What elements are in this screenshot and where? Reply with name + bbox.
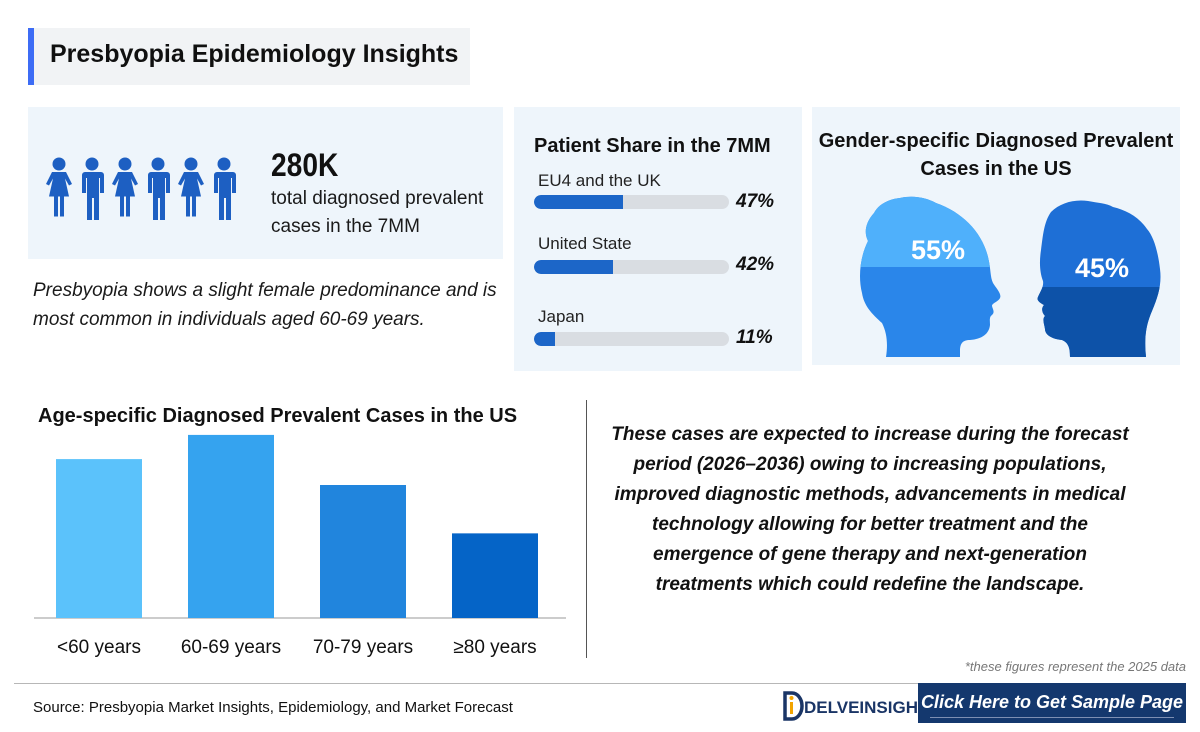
get-sample-page-button[interactable]: Click Here to Get Sample Page	[918, 683, 1186, 723]
share-fill-eu4-uk	[534, 195, 623, 209]
share-label-eu4-uk: EU4 and the UK	[538, 171, 661, 190]
share-percent-japan: 11%	[736, 327, 773, 348]
total-cases-card: 280K total diagnosed prevalent cases in …	[28, 107, 503, 259]
share-label-united-state: United State	[538, 234, 632, 253]
get-sample-page-label: Click Here to Get Sample Page	[920, 692, 1184, 712]
patient-share-title: Patient Share in the 7MM	[534, 135, 771, 157]
people-icon	[46, 157, 236, 220]
gender-title: Gender-specific Diagnosed Prevalent Case…	[818, 130, 1174, 180]
age-tick-label-4: ≥80 years	[453, 637, 536, 658]
prevalence-note: Presbyopia shows a slight female predomi…	[33, 280, 497, 330]
age-bar-3	[320, 485, 406, 618]
delveinsight-logo-mark-icon	[783, 691, 804, 721]
source-text: Source: Presbyopia Market Insights, Epid…	[33, 699, 513, 716]
age-chart-title: Age-specific Diagnosed Prevalent Cases i…	[38, 405, 518, 427]
age-tick-label-1: <60 years	[57, 637, 141, 658]
gender-heads-graphic	[860, 196, 1161, 357]
female-percent: 55%	[911, 235, 966, 265]
share-label-japan: Japan	[538, 307, 585, 326]
age-bar-chart: <60 years 60-69 years 70-79 years ≥80 years	[34, 434, 566, 658]
share-fill-japan	[534, 332, 555, 346]
share-track-united-state	[534, 260, 729, 274]
delveinsight-logo-text: DELVEINSIGHT	[804, 698, 929, 717]
age-tick-label-2: 60-69 years	[181, 637, 281, 658]
total-cases-value: 280K	[271, 147, 339, 183]
share-fill-united-state	[534, 260, 614, 274]
age-bar-2	[188, 434, 274, 618]
age-bar-1	[56, 459, 142, 618]
patient-share-card: Patient Share in the 7MM EU4 and the UK …	[514, 107, 802, 371]
page-title-box: Presbyopia Epidemiology Insights	[28, 28, 470, 85]
age-tick-label-3: 70-79 years	[313, 637, 413, 658]
total-cases-description: total diagnosed prevalent cases in the 7…	[271, 188, 484, 237]
share-track-eu4-uk	[534, 195, 729, 209]
footer-rule	[14, 683, 1186, 684]
share-track-japan	[534, 332, 729, 346]
male-head-share	[1037, 287, 1161, 357]
gender-card: Gender-specific Diagnosed Prevalent Case…	[812, 107, 1180, 365]
share-percent-united-state: 42%	[736, 254, 775, 275]
age-bar-4	[452, 533, 538, 618]
section-divider	[586, 400, 587, 658]
data-footnote: *these figures represent the 2025 data	[964, 659, 1186, 674]
share-percent-eu4-uk: 47%	[736, 191, 775, 212]
male-percent: 45%	[1075, 253, 1130, 283]
page-title: Presbyopia Epidemiology Insights	[50, 40, 459, 68]
forecast-text: These cases are expected to increase dur…	[611, 424, 1129, 595]
